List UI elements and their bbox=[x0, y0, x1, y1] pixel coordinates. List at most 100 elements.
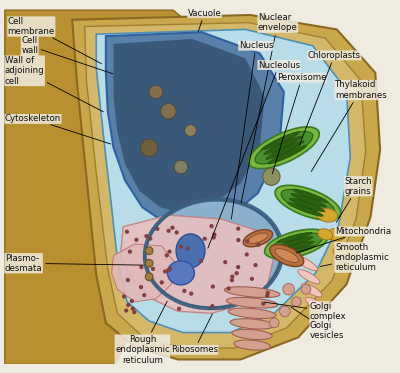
Circle shape bbox=[266, 291, 270, 295]
Circle shape bbox=[151, 267, 155, 271]
Ellipse shape bbox=[327, 228, 346, 241]
Circle shape bbox=[139, 285, 143, 289]
Ellipse shape bbox=[255, 132, 313, 164]
Circle shape bbox=[160, 280, 164, 285]
Circle shape bbox=[168, 266, 172, 270]
Ellipse shape bbox=[298, 270, 320, 284]
Text: Smooth
endoplasmic
reticulum: Smooth endoplasmic reticulum bbox=[320, 242, 390, 272]
Circle shape bbox=[145, 273, 153, 280]
Circle shape bbox=[301, 285, 311, 294]
Circle shape bbox=[185, 125, 196, 136]
Circle shape bbox=[144, 234, 148, 238]
Circle shape bbox=[250, 277, 254, 281]
Ellipse shape bbox=[265, 229, 328, 259]
Circle shape bbox=[126, 278, 130, 282]
Circle shape bbox=[230, 275, 234, 279]
Ellipse shape bbox=[302, 283, 322, 297]
Ellipse shape bbox=[168, 261, 194, 285]
Text: Cell
wall: Cell wall bbox=[21, 36, 113, 74]
Text: Wall of
adjoining
cell: Wall of adjoining cell bbox=[5, 56, 103, 112]
Circle shape bbox=[166, 268, 171, 272]
Circle shape bbox=[134, 238, 138, 242]
Circle shape bbox=[145, 259, 153, 267]
Circle shape bbox=[161, 104, 176, 119]
Circle shape bbox=[131, 307, 135, 311]
Circle shape bbox=[177, 307, 181, 311]
Ellipse shape bbox=[292, 189, 328, 203]
Circle shape bbox=[261, 301, 266, 306]
Ellipse shape bbox=[243, 230, 272, 247]
Circle shape bbox=[142, 293, 146, 297]
Circle shape bbox=[155, 227, 160, 231]
Ellipse shape bbox=[268, 145, 306, 164]
Ellipse shape bbox=[288, 203, 323, 216]
Circle shape bbox=[122, 294, 126, 298]
Text: Nucleus: Nucleus bbox=[231, 41, 273, 219]
Circle shape bbox=[128, 250, 132, 254]
Ellipse shape bbox=[228, 308, 276, 319]
Circle shape bbox=[210, 304, 214, 308]
Circle shape bbox=[149, 85, 163, 99]
Circle shape bbox=[168, 267, 172, 272]
Circle shape bbox=[170, 226, 175, 230]
Circle shape bbox=[280, 306, 290, 317]
Circle shape bbox=[226, 286, 231, 291]
Circle shape bbox=[230, 278, 234, 282]
Text: Thylakoid
membranes: Thylakoid membranes bbox=[311, 80, 387, 171]
Ellipse shape bbox=[224, 287, 280, 298]
Text: Peroxisome: Peroxisome bbox=[272, 73, 327, 174]
Circle shape bbox=[236, 265, 240, 269]
Circle shape bbox=[132, 310, 136, 314]
Ellipse shape bbox=[270, 233, 322, 255]
Ellipse shape bbox=[275, 249, 298, 263]
Ellipse shape bbox=[234, 340, 270, 350]
Circle shape bbox=[283, 283, 294, 295]
Ellipse shape bbox=[232, 329, 272, 339]
Circle shape bbox=[236, 238, 240, 242]
Ellipse shape bbox=[281, 245, 316, 256]
Ellipse shape bbox=[277, 232, 312, 242]
Circle shape bbox=[199, 259, 203, 263]
Polygon shape bbox=[85, 23, 366, 348]
Polygon shape bbox=[120, 215, 274, 313]
Ellipse shape bbox=[176, 234, 205, 267]
Ellipse shape bbox=[275, 185, 341, 220]
Circle shape bbox=[223, 260, 227, 264]
Text: Plasmo-
desmata: Plasmo- desmata bbox=[5, 254, 144, 273]
Ellipse shape bbox=[226, 297, 278, 308]
Circle shape bbox=[166, 229, 171, 233]
Circle shape bbox=[212, 235, 216, 239]
Circle shape bbox=[253, 263, 258, 267]
Polygon shape bbox=[5, 10, 212, 364]
Text: Vacuole: Vacuole bbox=[188, 9, 221, 32]
Circle shape bbox=[256, 242, 261, 247]
Text: Cytoskeleton: Cytoskeleton bbox=[5, 115, 111, 144]
Circle shape bbox=[203, 236, 207, 241]
Ellipse shape bbox=[333, 245, 350, 257]
Circle shape bbox=[189, 292, 193, 296]
Text: Chloroplasts: Chloroplasts bbox=[299, 51, 361, 145]
Circle shape bbox=[210, 224, 214, 228]
Ellipse shape bbox=[261, 131, 300, 150]
Polygon shape bbox=[114, 39, 265, 213]
Circle shape bbox=[168, 250, 172, 254]
Ellipse shape bbox=[294, 256, 318, 271]
Ellipse shape bbox=[305, 297, 324, 310]
Circle shape bbox=[163, 269, 167, 274]
Circle shape bbox=[126, 303, 130, 307]
Circle shape bbox=[148, 236, 152, 241]
Circle shape bbox=[245, 239, 250, 244]
Ellipse shape bbox=[289, 198, 325, 212]
Circle shape bbox=[174, 231, 179, 235]
Polygon shape bbox=[106, 32, 284, 229]
Circle shape bbox=[236, 226, 240, 231]
Polygon shape bbox=[112, 244, 175, 302]
Circle shape bbox=[145, 247, 153, 255]
Circle shape bbox=[263, 168, 280, 185]
Circle shape bbox=[186, 247, 190, 251]
Circle shape bbox=[179, 245, 183, 249]
Ellipse shape bbox=[266, 141, 304, 159]
Text: Starch
grains: Starch grains bbox=[336, 176, 372, 222]
Ellipse shape bbox=[281, 189, 335, 216]
Text: Mitochondria: Mitochondria bbox=[296, 227, 391, 253]
